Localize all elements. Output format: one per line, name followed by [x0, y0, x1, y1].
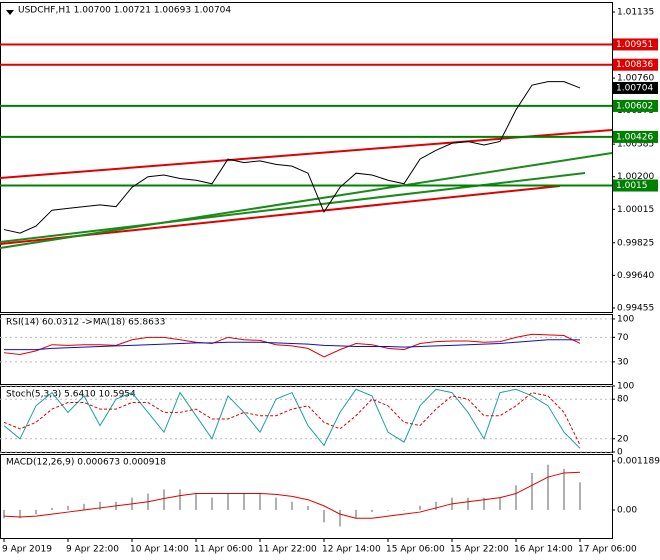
histogram-bar	[339, 510, 341, 527]
histogram-bar	[499, 497, 501, 510]
price-label-box	[613, 81, 658, 94]
x-tick-label: 9 Apr 2019	[2, 545, 52, 555]
histogram-bar	[371, 510, 373, 513]
histogram-bar	[275, 497, 277, 510]
level-label: 1.00426	[616, 132, 653, 142]
y-tick-label: 0.99825	[617, 238, 654, 248]
level-label: 1.00836	[616, 60, 653, 70]
histogram-bar	[211, 497, 213, 510]
x-tick-label: 11 Apr 22:00	[258, 545, 317, 555]
trend-lines	[0, 129, 613, 249]
trend-line	[0, 129, 613, 179]
histogram-bar	[163, 489, 165, 510]
histogram-bar	[515, 485, 517, 510]
series-line	[3, 471, 581, 519]
panel-frame	[0, 2, 613, 313]
histogram-bar	[467, 497, 469, 510]
histogram-bar	[259, 493, 261, 510]
histogram-bar	[83, 503, 85, 510]
y-tick-label: 30	[617, 357, 629, 367]
histogram-bar	[195, 493, 197, 510]
trend-line	[0, 172, 586, 243]
x-tick-label: 17 Apr 06:00	[578, 545, 637, 555]
histogram-bar	[67, 505, 69, 510]
histogram-bar	[243, 493, 245, 510]
level-label-box	[613, 179, 658, 192]
x-tick-label: 9 Apr 22:00	[66, 545, 119, 555]
histogram-bar	[579, 482, 581, 510]
panel-title: RSI(14) 60.0312 ->MA(18) 65.8633	[6, 318, 165, 328]
histogram-bar	[51, 507, 53, 510]
y-tick-label: 100	[617, 314, 634, 324]
histogram-bar	[547, 464, 549, 510]
histogram-bar	[35, 510, 37, 515]
panel-title: MACD(12,26,9) 0.000673 0.000918	[6, 458, 166, 468]
price-label: 1.00704	[616, 83, 653, 93]
level-label-box	[613, 130, 658, 143]
level-label-box	[613, 58, 658, 71]
y-tick-label: 1.00760	[617, 74, 654, 84]
level-label: 1.00951	[616, 40, 653, 50]
histogram-bar	[435, 501, 437, 510]
panel-title: Stoch(5,3,3) 5.6410 10.5954	[6, 390, 136, 400]
y-tick-label: 1.00385	[617, 140, 654, 150]
y-tick-label: 0.001189	[617, 457, 660, 467]
histogram-bar	[99, 501, 101, 510]
y-tick-label: 80	[617, 395, 629, 405]
level-label-box	[613, 38, 658, 51]
x-tick-label: 16 Apr 14:00	[514, 545, 573, 555]
y-tick-label: 0	[617, 448, 623, 458]
histogram-bar	[563, 468, 565, 510]
histogram-bar	[227, 493, 229, 510]
level-label: 1.0015	[616, 181, 648, 191]
histogram-bar	[291, 501, 293, 510]
y-tick-label: 0.99640	[617, 271, 654, 281]
histogram-bar	[307, 505, 309, 510]
histogram-bar	[355, 510, 357, 519]
histogram-bar	[531, 472, 533, 510]
y-tick-label: 1.00200	[617, 172, 654, 182]
y-tick-label: 0.00	[617, 506, 637, 516]
y-tick-label: 1.01135	[617, 8, 654, 18]
histogram-bar	[403, 510, 405, 511]
series-line	[3, 392, 581, 446]
x-tick-label: 12 Apr 14:00	[322, 545, 381, 555]
y-tick-label: 70	[617, 333, 629, 343]
x-tick-label: 15 Apr 22:00	[450, 545, 509, 555]
histogram-bar	[179, 489, 181, 510]
y-tick-label: 20	[617, 434, 629, 444]
menu-arrow[interactable]	[6, 10, 14, 15]
histogram-bar	[483, 497, 485, 510]
series-line	[3, 388, 581, 449]
histogram-bar	[419, 505, 421, 510]
histogram-bar	[19, 510, 21, 519]
chart-title: USDCHF,H1 1.00700 1.00721 1.00693 1.0070…	[18, 6, 231, 16]
series-line	[4, 339, 581, 351]
x-tick-label: 15 Apr 06:00	[386, 545, 445, 555]
x-tick-label: 11 Apr 06:00	[194, 545, 253, 555]
y-tick-label: 1.00015	[617, 205, 654, 215]
level-label-box	[613, 99, 658, 112]
y-tick-label: 100	[617, 382, 634, 392]
x-tick-label: 10 Apr 14:00	[130, 545, 189, 555]
panel-frame	[0, 314, 613, 385]
series-line	[3, 81, 581, 234]
series-line	[3, 333, 581, 358]
y-tick-label: 0.99455	[617, 303, 654, 313]
histogram-bar	[387, 510, 389, 511]
histogram-bar	[3, 510, 5, 519]
histogram-bar	[323, 510, 325, 523]
level-label: 1.00602	[616, 101, 653, 111]
panel-frame	[0, 454, 613, 539]
trend-line	[0, 152, 613, 249]
